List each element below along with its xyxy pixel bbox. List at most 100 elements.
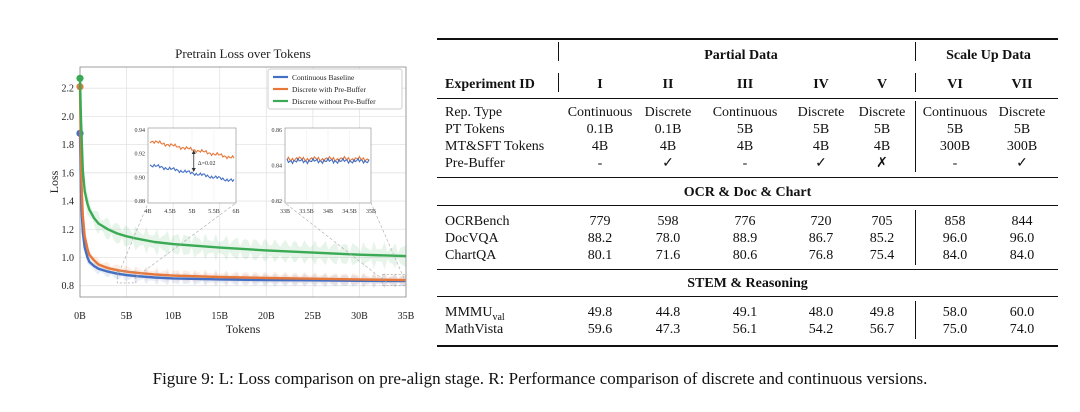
y-tick-label: 0.8 bbox=[62, 281, 75, 292]
config-cell: ✓ bbox=[662, 156, 674, 171]
column-separator bbox=[915, 101, 916, 172]
figure-caption: Figure 9: L: Loss comparison on pre-alig… bbox=[152, 369, 928, 388]
config-bottom-rule bbox=[437, 177, 1058, 178]
x-tick-label: 10B bbox=[165, 311, 182, 322]
config-cell: 4B bbox=[659, 139, 677, 154]
config-cell: 300B bbox=[939, 139, 971, 154]
inset-x-tick-label: 35B bbox=[366, 209, 376, 215]
series-variance-band bbox=[84, 232, 406, 288]
config-cell: Continuous bbox=[712, 105, 778, 120]
config-cell: 4B bbox=[591, 139, 609, 154]
config-row-label: MT&SFT Tokens bbox=[445, 139, 545, 154]
inset-y-tick-label: 0.92 bbox=[135, 152, 146, 158]
inset-y-tick-label: 0.94 bbox=[135, 128, 146, 134]
column-header: VII bbox=[1011, 77, 1033, 92]
section-bottom-rule bbox=[437, 269, 1058, 270]
inset-delta-arrowhead bbox=[191, 168, 196, 172]
x-tick-label: 35B bbox=[398, 311, 415, 322]
series-start-point bbox=[76, 74, 84, 82]
x-tick-label: 25B bbox=[305, 311, 322, 322]
inset-x-tick-label: 5.5B bbox=[208, 209, 220, 215]
x-axis-label: Tokens bbox=[226, 322, 261, 336]
y-tick-label: 2.2 bbox=[62, 84, 75, 95]
metric-cell: 86.7 bbox=[808, 231, 834, 246]
inset-series-line bbox=[286, 155, 370, 163]
inset-series-line bbox=[149, 139, 235, 160]
config-cell: 5B bbox=[812, 122, 830, 137]
config-cell: - bbox=[952, 156, 958, 171]
metric-name: MMMU bbox=[445, 305, 493, 320]
column-header: IV bbox=[813, 77, 829, 92]
y-tick-label: 2.0 bbox=[62, 112, 75, 123]
metric-cell: 49.1 bbox=[732, 305, 758, 320]
x-tick-label: 5B bbox=[121, 311, 133, 322]
group-header-scaleup: Scale Up Data bbox=[946, 48, 1031, 63]
inset-y-tick-label: 0.82 bbox=[272, 199, 283, 205]
header-rule bbox=[437, 98, 1058, 99]
metric-cell: 96.0 bbox=[1009, 231, 1035, 246]
table-bottom-rule bbox=[437, 345, 1058, 347]
metric-cell: 58.0 bbox=[942, 305, 968, 320]
inset-x-tick-label: 4B bbox=[144, 209, 151, 215]
column-separator bbox=[915, 73, 916, 92]
config-cell: 0.1B bbox=[586, 122, 614, 137]
column-separator bbox=[915, 210, 916, 265]
column-header: V bbox=[876, 77, 888, 92]
inset-y-tick-label: 0.88 bbox=[135, 199, 146, 205]
zoom-connector bbox=[135, 202, 237, 278]
config-cell: Discrete bbox=[797, 105, 845, 120]
metric-name: OCRBench bbox=[445, 214, 510, 229]
metric-cell: 598 bbox=[657, 214, 679, 229]
metric-cell: 75.0 bbox=[942, 322, 968, 337]
x-tick-label: 30B bbox=[351, 311, 368, 322]
x-tick-label: 20B bbox=[258, 311, 275, 322]
column-header: VI bbox=[947, 77, 963, 92]
config-cell: 5B bbox=[873, 122, 891, 137]
chart-title: Pretrain Loss over Tokens bbox=[175, 46, 311, 61]
config-cell: 5B bbox=[736, 122, 754, 137]
zoom-connector bbox=[284, 202, 388, 284]
column-header: III bbox=[736, 77, 754, 92]
config-cell: - bbox=[597, 156, 603, 171]
metric-cell: 47.3 bbox=[655, 322, 681, 337]
metric-cell: 776 bbox=[734, 214, 756, 229]
metric-cell: 88.2 bbox=[587, 231, 613, 246]
metric-cell: 80.6 bbox=[732, 248, 758, 263]
metric-cell: 84.0 bbox=[1009, 248, 1035, 263]
x-tick-label: 0B bbox=[74, 311, 86, 322]
inset-x-tick-label: 33B bbox=[280, 209, 290, 215]
metric-cell: 44.8 bbox=[655, 305, 681, 320]
config-cell: Continuous bbox=[922, 105, 988, 120]
metric-name: ChartQA bbox=[445, 248, 497, 263]
metric-row-label: ChartQA bbox=[445, 248, 496, 264]
metric-cell: 78.0 bbox=[655, 231, 681, 246]
inset-series-line bbox=[149, 163, 235, 183]
zoom-region bbox=[382, 274, 407, 287]
config-cell: Discrete bbox=[998, 105, 1046, 120]
inset-x-tick-label: 34B bbox=[323, 209, 333, 215]
metric-cell: 844 bbox=[1011, 214, 1033, 229]
metric-cell: 56.7 bbox=[869, 322, 895, 337]
inset-series-line bbox=[286, 157, 370, 165]
config-cell: ✓ bbox=[815, 156, 827, 171]
config-cell: Discrete bbox=[858, 105, 906, 120]
metric-row-label: MathVista bbox=[445, 322, 503, 338]
metric-cell: 858 bbox=[944, 214, 966, 229]
metric-cell: 59.6 bbox=[587, 322, 613, 337]
loss-chart: Pretrain Loss over Tokens Tokens Loss 0B 5B 1… bbox=[47, 46, 415, 336]
section-rule bbox=[437, 296, 1058, 297]
inset-delta-arrowhead bbox=[191, 150, 196, 154]
zoom-region bbox=[116, 271, 137, 284]
section-title: STEM & Reasoning bbox=[687, 276, 808, 291]
config-row-label: PT Tokens bbox=[445, 122, 505, 137]
metric-cell: 48.0 bbox=[808, 305, 834, 320]
metric-row-label: MMMUval bbox=[445, 305, 505, 322]
legend-label: Continuous Baseline bbox=[292, 73, 355, 82]
metric-cell: 71.6 bbox=[655, 248, 681, 263]
config-cell: 5B bbox=[946, 122, 964, 137]
metric-cell: 49.8 bbox=[869, 305, 895, 320]
inset-delta-annotation: Δ=0.02 bbox=[198, 161, 216, 167]
inset-y-tick-label: 0.90 bbox=[135, 175, 146, 181]
metric-cell: 720 bbox=[810, 214, 832, 229]
